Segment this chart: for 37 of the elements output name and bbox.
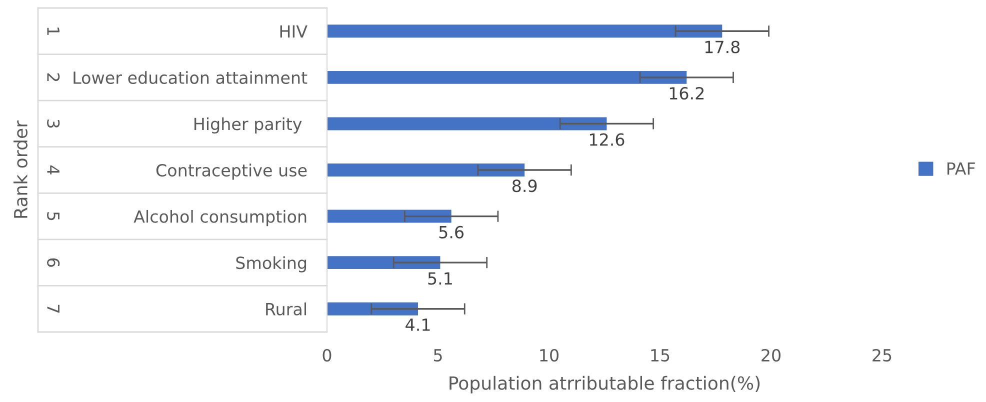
bar bbox=[327, 117, 607, 130]
data-label: 16.2 bbox=[670, 86, 704, 100]
x-tick-label: 5 bbox=[434, 349, 442, 362]
text: 7 bbox=[47, 304, 60, 313]
x-tick-label: 10 bbox=[540, 348, 558, 362]
y-tick-label: HIV bbox=[280, 25, 308, 38]
x-axis-title: Population atrributable fraction(%) bbox=[450, 376, 760, 394]
bar bbox=[327, 256, 440, 270]
bar bbox=[327, 70, 687, 84]
data-label: 12.6 bbox=[590, 133, 624, 146]
bar bbox=[327, 302, 418, 316]
text: 2 bbox=[47, 73, 60, 82]
y-tick-label: Alcohol consumption bbox=[134, 210, 306, 226]
legend-label: PAF bbox=[948, 162, 975, 175]
text: 4 bbox=[47, 166, 60, 174]
text: 3 bbox=[47, 120, 60, 128]
y-tick-label: Smoking bbox=[236, 256, 306, 272]
bar bbox=[327, 24, 722, 38]
y-axis-title: Rank order bbox=[14, 120, 28, 218]
y-tick-label: Rural bbox=[266, 302, 306, 316]
data-label: 5.6 bbox=[439, 226, 464, 238]
x-tick-label: 20 bbox=[762, 348, 780, 362]
x-tick-label: 0 bbox=[322, 348, 332, 362]
x-tick-label: 25 bbox=[872, 348, 892, 362]
data-label: 4.1 bbox=[406, 318, 430, 331]
data-label: 5.1 bbox=[428, 272, 452, 285]
text: 6 bbox=[47, 258, 60, 267]
text: 1 bbox=[47, 28, 60, 35]
bar bbox=[327, 164, 525, 176]
y-tick-label: Lower education attainment bbox=[74, 71, 308, 84]
data-label: 8.9 bbox=[512, 180, 537, 192]
bar bbox=[327, 210, 452, 223]
text: 5 bbox=[47, 212, 60, 220]
x-tick-label: 15 bbox=[651, 349, 670, 362]
data-label: 17.8 bbox=[705, 40, 740, 54]
y-tick-label: Contraceptive use bbox=[156, 164, 307, 180]
y-tick-label: Higher parity bbox=[194, 117, 302, 134]
